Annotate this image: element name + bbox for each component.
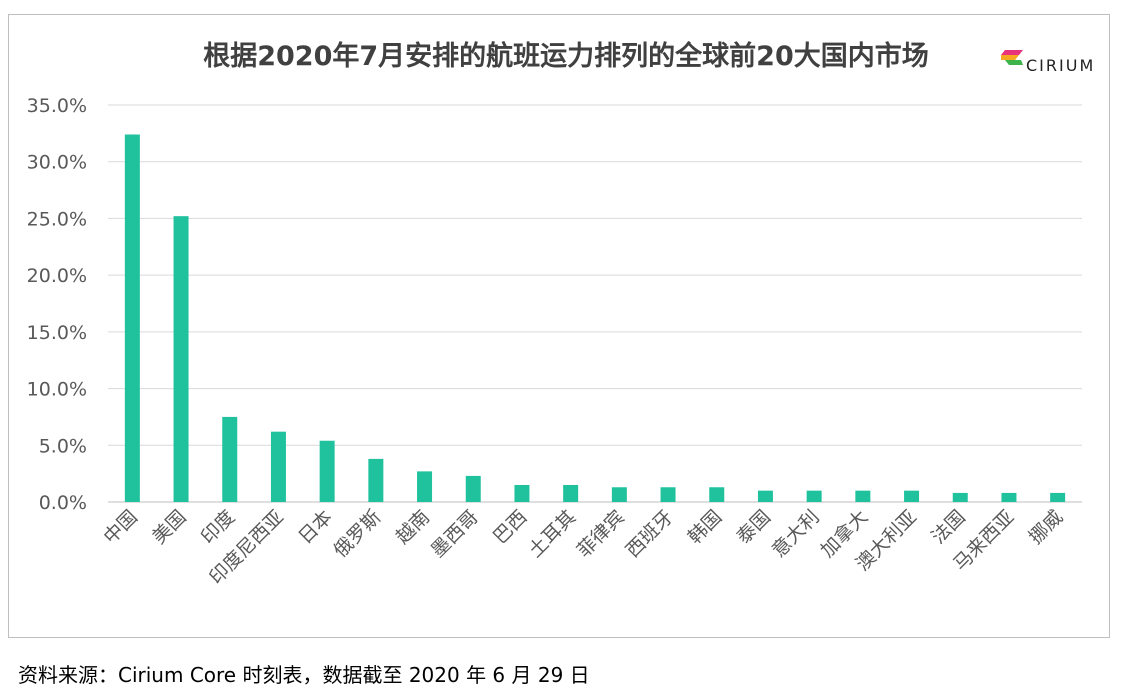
x-tick-label: 越南: [392, 506, 434, 548]
bar-chart: 0.0% 5.0% 10.0% 15.0% 20.0% 25.0% 30.0% 35.0% 中…: [27, 95, 1082, 589]
y-tick-label: 0.0%: [39, 492, 87, 514]
x-tick-label: 巴西: [489, 506, 531, 548]
y-tick-label: 25.0%: [27, 208, 87, 230]
x-tick-label: 韩国: [684, 506, 726, 548]
x-tick-label: 西班牙: [622, 506, 678, 562]
bar-印度尼西亚: [270, 431, 286, 502]
x-tick-label: 法国: [927, 506, 969, 548]
bar-美国: [173, 216, 189, 502]
bar-土耳其: [563, 484, 579, 502]
y-tick-label: 20.0%: [27, 265, 87, 287]
x-tick-label: 墨西哥: [427, 506, 483, 562]
y-tick-label: 10.0%: [27, 379, 87, 401]
y-tick-label: 35.0%: [27, 95, 87, 117]
x-tick-label: 挪威: [1025, 506, 1067, 548]
x-tick-label: 印度: [197, 506, 239, 548]
y-tick-label: 30.0%: [27, 152, 87, 174]
bar-意大利: [806, 490, 822, 502]
x-tick-label: 美国: [148, 506, 190, 548]
bar-加拿大: [855, 490, 871, 502]
x-tick-label: 日本: [294, 506, 336, 548]
bar-日本: [319, 440, 335, 502]
x-tick-label: 俄罗斯: [330, 506, 386, 562]
bar-巴西: [514, 484, 530, 502]
x-tick-label: 土耳其: [524, 506, 580, 562]
bar-越南: [417, 471, 433, 502]
bar-俄罗斯: [368, 458, 384, 502]
source-note: 资料来源：Cirium Core 时刻表，数据截至 2020 年 6 月 29 …: [18, 663, 590, 687]
bar-泰国: [757, 490, 773, 502]
bar-马来西亚: [1001, 492, 1017, 502]
y-tick-label: 15.0%: [27, 322, 87, 344]
x-tick-label: 意大利: [768, 506, 824, 562]
x-tick-label: 菲律宾: [573, 506, 629, 562]
cirium-logo-icon: [1001, 50, 1023, 65]
chart-title: 根据2020年7月安排的航班运力排列的全球前20大国内市场: [203, 41, 929, 72]
bar-挪威: [1050, 492, 1066, 502]
bar-菲律宾: [611, 487, 627, 502]
bar-澳大利亚: [904, 490, 920, 502]
bar-中国: [124, 134, 140, 502]
x-tick-label: 泰国: [733, 506, 775, 548]
y-tick-label: 5.0%: [39, 435, 87, 457]
cirium-logo-text: CIRIUM: [1026, 56, 1096, 75]
bar-印度: [222, 416, 238, 502]
x-tick-label: 中国: [99, 506, 141, 548]
bar-法国: [952, 492, 968, 502]
bar-西班牙: [660, 487, 676, 502]
bar-墨西哥: [465, 475, 481, 502]
bar-韩国: [709, 487, 725, 502]
chart-frame: [8, 14, 1110, 638]
